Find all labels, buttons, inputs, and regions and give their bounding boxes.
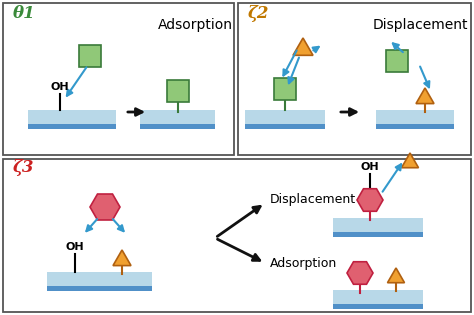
Bar xyxy=(47,286,153,291)
Polygon shape xyxy=(113,250,131,266)
Bar xyxy=(274,78,296,100)
Bar xyxy=(79,45,101,67)
FancyBboxPatch shape xyxy=(238,3,471,155)
Polygon shape xyxy=(388,268,404,283)
FancyBboxPatch shape xyxy=(3,3,234,155)
Polygon shape xyxy=(357,189,383,211)
Text: Adsorption: Adsorption xyxy=(157,18,233,32)
Bar xyxy=(333,304,423,309)
Bar xyxy=(167,80,189,102)
Text: θ1: θ1 xyxy=(13,5,36,22)
Bar xyxy=(376,110,454,124)
Text: Adsorption: Adsorption xyxy=(270,256,337,270)
Bar xyxy=(245,124,325,129)
Bar xyxy=(28,124,116,129)
Bar xyxy=(28,110,116,124)
Text: OH: OH xyxy=(66,242,84,252)
Bar xyxy=(47,272,153,286)
Text: Displacement: Displacement xyxy=(270,193,356,207)
Text: OH: OH xyxy=(51,82,69,92)
Text: OH: OH xyxy=(361,162,379,172)
Polygon shape xyxy=(416,88,434,104)
Text: ζ3: ζ3 xyxy=(13,159,35,176)
Bar xyxy=(376,124,454,129)
Bar xyxy=(333,290,423,304)
Text: Displacement: Displacement xyxy=(372,18,468,32)
Polygon shape xyxy=(90,194,120,220)
Bar xyxy=(386,50,408,72)
Bar xyxy=(140,110,216,124)
Bar xyxy=(333,218,423,232)
Text: ζ2: ζ2 xyxy=(248,5,270,22)
Polygon shape xyxy=(293,38,313,55)
Bar xyxy=(140,124,216,129)
Polygon shape xyxy=(347,262,373,284)
FancyBboxPatch shape xyxy=(3,159,471,312)
Bar xyxy=(333,232,423,237)
Bar xyxy=(245,110,325,124)
Polygon shape xyxy=(401,153,419,168)
